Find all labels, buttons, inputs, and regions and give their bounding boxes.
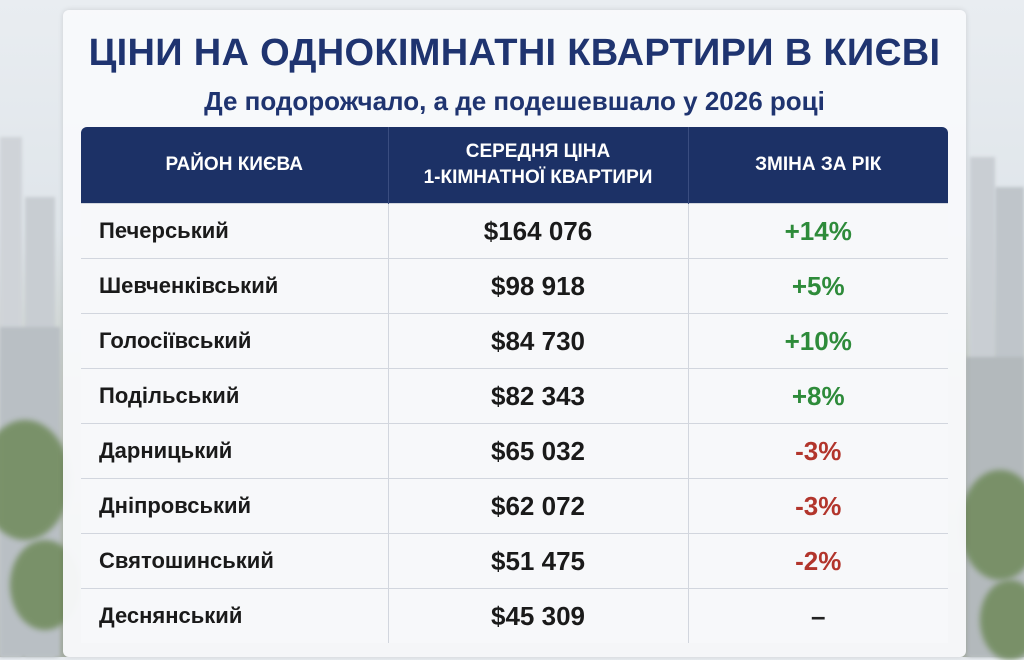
header-price-line1: СЕРЕДНЯ ЦІНА <box>465 141 611 162</box>
table-row: Печерський $164 076 +14% <box>81 203 948 259</box>
district-name: Голосіївський <box>81 313 388 369</box>
table-body: Печерський $164 076 +14% Шевченківський … <box>81 203 948 643</box>
district-name: Шевченківський <box>81 258 388 314</box>
year-change: +14% <box>687 203 948 259</box>
price-table-card: ЦІНИ НА ОДНОКІМНАТНІ КВАРТИРИ В КИЄВІ Де… <box>63 10 966 657</box>
district-name: Дніпровський <box>81 478 388 534</box>
year-change: -3% <box>687 423 948 479</box>
table-row: Дніпровський $62 072 -3% <box>81 478 948 534</box>
average-price: $82 343 <box>387 368 688 424</box>
table-row: Дарницький $65 032 -3% <box>81 423 948 479</box>
year-change: -3% <box>687 478 948 534</box>
page-title: ЦІНИ НА ОДНОКІМНАТНІ КВАРТИРИ В КИЄВІ <box>88 32 941 74</box>
average-price: $51 475 <box>387 533 688 589</box>
average-price: $62 072 <box>387 478 688 534</box>
year-change: -2% <box>687 533 948 589</box>
year-change: +5% <box>687 258 948 314</box>
table-row: Подільський $82 343 +8% <box>81 368 948 424</box>
year-change: +10% <box>687 313 948 369</box>
average-price: $98 918 <box>387 258 688 314</box>
table-header: РАЙОН КИЄВА СЕРЕДНЯ ЦІНА 1-КІМНАТНОЇ КВА… <box>81 127 948 204</box>
district-name: Деснянський <box>81 588 388 643</box>
table-row: Голосіївський $84 730 +10% <box>81 313 948 369</box>
header-change: ЗМІНА ЗА РІК <box>687 127 948 204</box>
table-row: Шевченківський $98 918 +5% <box>81 258 948 314</box>
header-district: РАЙОН КИЄВА <box>81 127 388 204</box>
price-table: РАЙОН КИЄВА СЕРЕДНЯ ЦІНА 1-КІМНАТНОЇ КВА… <box>81 127 948 643</box>
district-name: Святошинський <box>81 533 388 589</box>
header-price: СЕРЕДНЯ ЦІНА 1-КІМНАТНОЇ КВАРТИРИ <box>387 127 688 204</box>
year-change: +8% <box>687 368 948 424</box>
district-name: Дарницький <box>81 423 388 479</box>
table-row: Святошинський $51 475 -2% <box>81 533 948 589</box>
header-price-line2: 1-КІМНАТНОЇ КВАРТИРИ <box>423 167 653 188</box>
table-row: Деснянський $45 309 – <box>81 588 948 643</box>
page-subtitle: Де подорожчало, а де подешевшало у 2026 … <box>204 86 825 116</box>
average-price: $84 730 <box>387 313 688 369</box>
average-price: $65 032 <box>387 423 688 479</box>
year-change: – <box>687 588 948 643</box>
district-name: Печерський <box>81 203 388 259</box>
average-price: $164 076 <box>387 203 688 259</box>
district-name: Подільський <box>81 368 388 424</box>
average-price: $45 309 <box>387 588 688 643</box>
